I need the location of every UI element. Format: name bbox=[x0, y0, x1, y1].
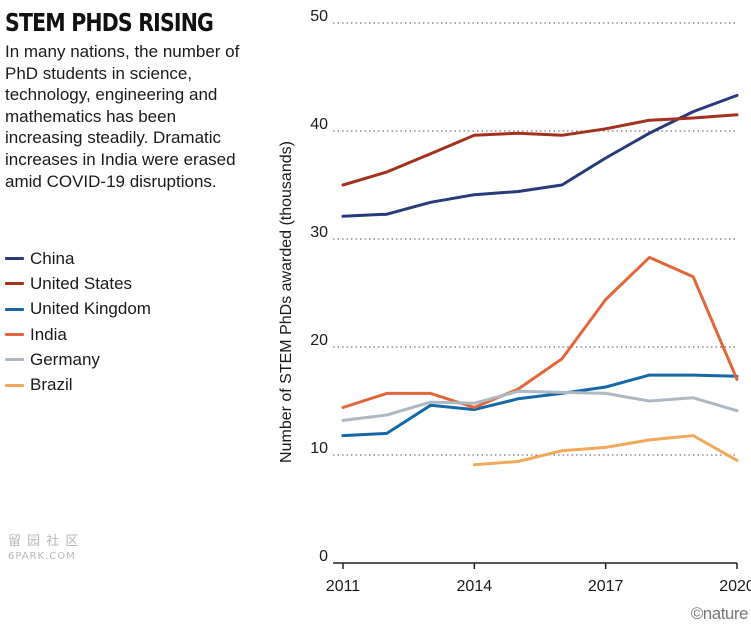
chart-title: STEM PHDS RISING bbox=[5, 8, 214, 37]
legend-item-brazil: Brazil bbox=[5, 372, 151, 397]
y-tick-label: 20 bbox=[310, 332, 328, 349]
legend-label: India bbox=[30, 324, 67, 344]
x-tick-label: 2020 bbox=[719, 578, 751, 595]
axis-ticks: 0 10 20 30 40 50 2011 2014 2017 2020 bbox=[310, 8, 751, 595]
watermark-line2: 6PARK.COM bbox=[8, 551, 76, 562]
legend-swatch bbox=[5, 257, 24, 261]
legend-swatch bbox=[5, 358, 24, 362]
legend-item-united-states: United States bbox=[5, 271, 151, 296]
nature-credit: ©nature bbox=[690, 604, 749, 623]
legend-item-china: China bbox=[5, 246, 151, 271]
gridlines bbox=[333, 22, 737, 564]
series-line-china bbox=[341, 93, 739, 218]
x-tick-label: 2017 bbox=[588, 578, 624, 595]
y-tick-label: 10 bbox=[310, 440, 328, 457]
legend-swatch bbox=[5, 282, 24, 286]
legend-label: China bbox=[30, 248, 75, 268]
legend-swatch bbox=[5, 333, 24, 337]
legend-label: United States bbox=[30, 273, 133, 293]
series-line-brazil bbox=[472, 434, 739, 467]
y-axis-label: Number of STEM PhDs awarded (thousands) bbox=[278, 141, 295, 463]
y-tick-label: 40 bbox=[310, 116, 328, 133]
watermark: 留 园 社 区 6PARK.COM bbox=[8, 534, 79, 564]
legend-item-india: India bbox=[5, 322, 151, 347]
x-tick-label: 2014 bbox=[457, 578, 493, 595]
legend-swatch bbox=[5, 383, 24, 387]
x-tick-label: 2011 bbox=[326, 578, 361, 595]
series-line-germany bbox=[341, 389, 739, 422]
legend-label: United Kingdom bbox=[30, 299, 151, 319]
legend-item-germany: Germany bbox=[5, 347, 151, 372]
legend-swatch bbox=[5, 307, 24, 311]
chart-subtitle: In many nations, the number of PhD stude… bbox=[5, 42, 240, 191]
y-tick-label: 30 bbox=[310, 224, 328, 241]
y-tick-label: 0 bbox=[319, 548, 328, 565]
series-line-india bbox=[341, 255, 739, 409]
legend-item-united-kingdom: United Kingdom bbox=[5, 297, 151, 322]
legend-label: Brazil bbox=[30, 375, 73, 395]
legend-label: Germany bbox=[30, 349, 100, 369]
watermark-line1: 留 园 社 区 bbox=[8, 534, 80, 549]
series-lines bbox=[341, 93, 739, 467]
series-line-united-kingdom bbox=[341, 373, 739, 438]
y-tick-label: 50 bbox=[310, 8, 328, 25]
legend: China United States United Kingdom India… bbox=[5, 246, 151, 398]
series-line-united-states bbox=[341, 113, 739, 187]
